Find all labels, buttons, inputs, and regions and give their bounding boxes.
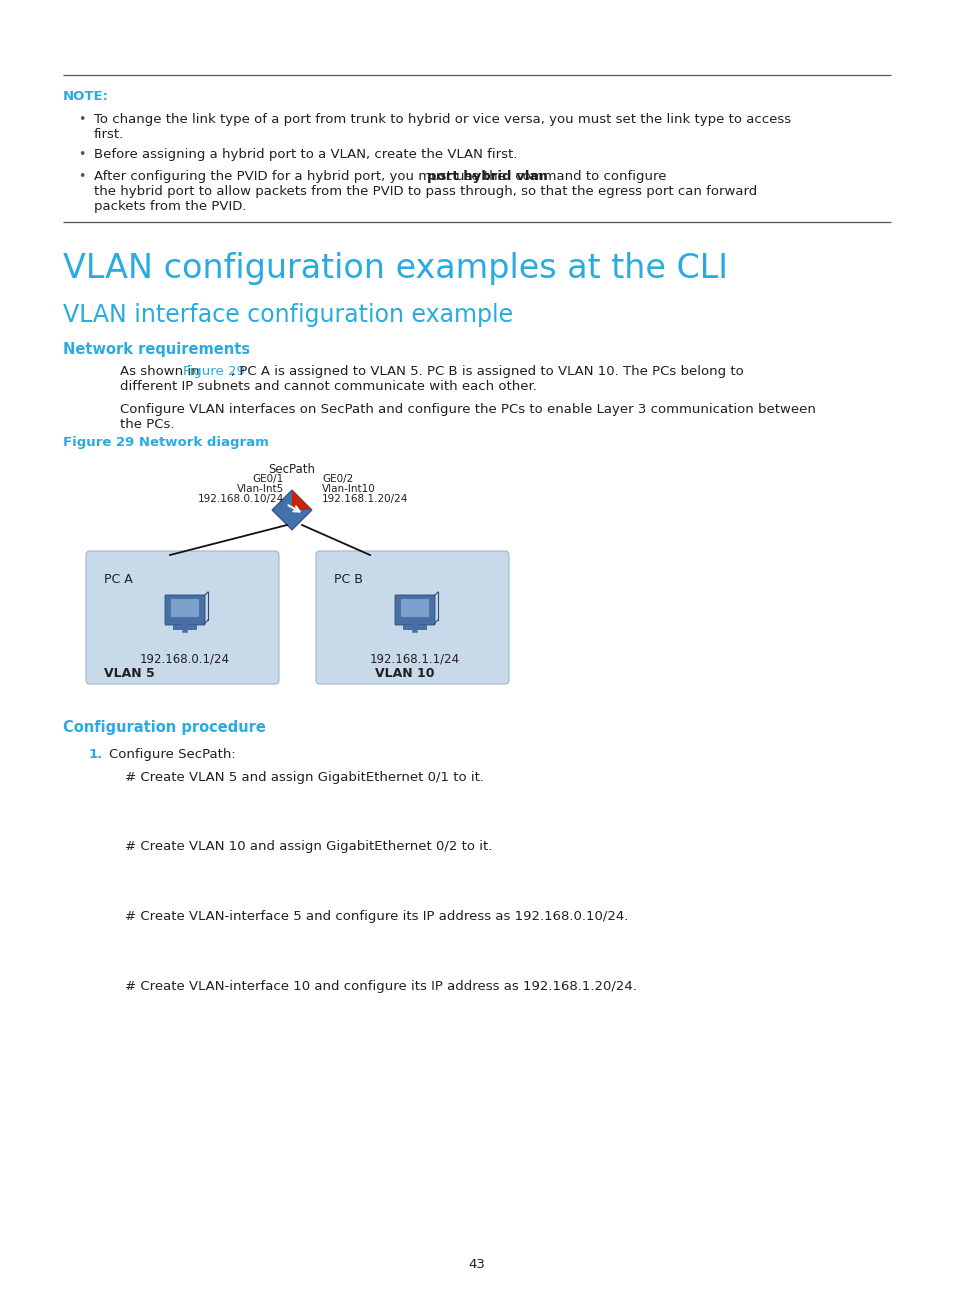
FancyBboxPatch shape	[86, 551, 278, 684]
Text: SecPath: SecPath	[268, 463, 315, 476]
Text: Before assigning a hybrid port to a VLAN, create the VLAN first.: Before assigning a hybrid port to a VLAN…	[94, 148, 517, 161]
Text: # Create VLAN-interface 10 and configure its IP address as 192.168.1.20/24.: # Create VLAN-interface 10 and configure…	[125, 980, 637, 993]
Bar	[400, 599, 429, 617]
Text: # Create VLAN-interface 5 and configure its IP address as 192.168.0.10/24.: # Create VLAN-interface 5 and configure …	[125, 910, 628, 923]
Text: packets from the PVID.: packets from the PVID.	[94, 200, 246, 213]
Text: Configure SecPath:: Configure SecPath:	[109, 748, 235, 761]
Text: Figure 29 Network diagram: Figure 29 Network diagram	[63, 435, 269, 448]
FancyBboxPatch shape	[315, 551, 509, 684]
Text: After configuring the PVID for a hybrid port, you must use the: After configuring the PVID for a hybrid …	[94, 170, 510, 183]
Text: 192.168.0.10/24: 192.168.0.10/24	[197, 494, 284, 504]
Text: PC A: PC A	[104, 573, 132, 586]
Bar	[171, 599, 199, 617]
Text: Vlan-Int5: Vlan-Int5	[236, 483, 284, 494]
Text: 43: 43	[468, 1258, 485, 1271]
Text: GE0/1: GE0/1	[253, 474, 284, 483]
Text: Network requirements: Network requirements	[63, 342, 250, 356]
Text: As shown in: As shown in	[120, 365, 204, 378]
Text: Figure 29: Figure 29	[183, 365, 245, 378]
Text: # Create VLAN 5 and assign GigabitEthernet 0/1 to it.: # Create VLAN 5 and assign GigabitEthern…	[125, 771, 483, 784]
Text: VLAN interface configuration example: VLAN interface configuration example	[63, 303, 513, 327]
Text: 1.: 1.	[89, 748, 103, 761]
Text: •: •	[78, 113, 86, 126]
Text: NOTE:: NOTE:	[63, 89, 109, 102]
Bar	[172, 625, 196, 630]
Polygon shape	[272, 490, 312, 530]
Bar	[402, 625, 427, 630]
Text: Configuration procedure: Configuration procedure	[63, 721, 266, 735]
Text: different IP subnets and cannot communicate with each other.: different IP subnets and cannot communic…	[120, 380, 537, 393]
Text: VLAN configuration examples at the CLI: VLAN configuration examples at the CLI	[63, 251, 727, 285]
Polygon shape	[292, 490, 312, 511]
Text: 192.168.1.20/24: 192.168.1.20/24	[322, 494, 408, 504]
FancyBboxPatch shape	[165, 595, 205, 625]
Text: command to configure: command to configure	[511, 170, 666, 183]
FancyBboxPatch shape	[395, 595, 435, 625]
Text: first.: first.	[94, 128, 124, 141]
Text: the PCs.: the PCs.	[120, 419, 174, 432]
Text: , PC A is assigned to VLAN 5. PC B is assigned to VLAN 10. The PCs belong to: , PC A is assigned to VLAN 5. PC B is as…	[231, 365, 742, 378]
Text: port hybrid vlan: port hybrid vlan	[426, 170, 547, 183]
Text: 192.168.1.1/24: 192.168.1.1/24	[370, 653, 459, 666]
Text: # Create VLAN 10 and assign GigabitEthernet 0/2 to it.: # Create VLAN 10 and assign GigabitEther…	[125, 840, 492, 853]
Text: Vlan-Int10: Vlan-Int10	[322, 483, 375, 494]
Text: •: •	[78, 148, 86, 161]
Text: 192.168.0.1/24: 192.168.0.1/24	[140, 653, 230, 666]
Text: PC B: PC B	[334, 573, 362, 586]
Text: Configure VLAN interfaces on SecPath and configure the PCs to enable Layer 3 com: Configure VLAN interfaces on SecPath and…	[120, 403, 815, 416]
Text: GE0/2: GE0/2	[322, 474, 353, 483]
Text: •: •	[78, 170, 86, 183]
Text: To change the link type of a port from trunk to hybrid or vice versa, you must s: To change the link type of a port from t…	[94, 113, 790, 126]
Text: the hybrid port to allow packets from the PVID to pass through, so that the egre: the hybrid port to allow packets from th…	[94, 185, 757, 198]
Text: VLAN 10: VLAN 10	[375, 667, 434, 680]
Text: VLAN 5: VLAN 5	[104, 667, 154, 680]
